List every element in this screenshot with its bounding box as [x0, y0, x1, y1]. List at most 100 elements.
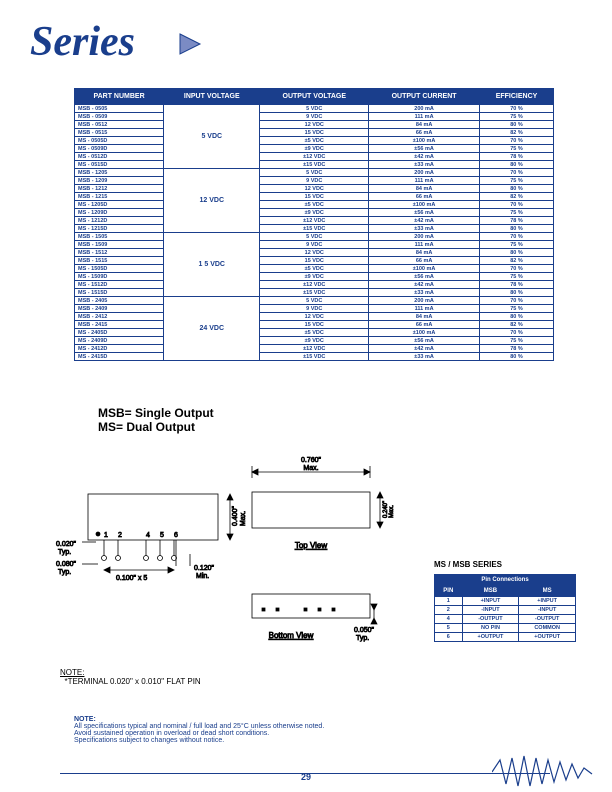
part-number: MS - 1509D: [75, 273, 164, 281]
pin-cell: 6: [435, 633, 463, 642]
table-row: MS - 2412D±12 VDC±42 mA78 %: [75, 345, 554, 353]
cell: 200 mA: [369, 105, 480, 113]
part-number: MS - 1515D: [75, 289, 164, 297]
cell: ±12 VDC: [260, 153, 369, 161]
pin-connections-table: Pin Connections PINMSBMS 1+INPUT+INPUT2-…: [434, 574, 576, 642]
table-row: MS - 2415D±15 VDC±33 mA80 %: [75, 353, 554, 361]
cell: 15 VDC: [260, 257, 369, 265]
table-row: MSB - 121515 VDC66 mA82 %: [75, 193, 554, 201]
cell: ±9 VDC: [260, 145, 369, 153]
table-row: MSB - 151515 VDC66 mA82 %: [75, 257, 554, 265]
pin-cell: NO PIN: [462, 624, 519, 633]
part-number: MS - 2405D: [75, 329, 164, 337]
table-row: MSB - 24099 VDC111 mA75 %: [75, 305, 554, 313]
cell: 75 %: [480, 273, 554, 281]
cell: ±15 VDC: [260, 225, 369, 233]
cell: ±33 mA: [369, 161, 480, 169]
cell: 15 VDC: [260, 321, 369, 329]
note-title: NOTE:: [60, 668, 84, 677]
cell: 80 %: [480, 289, 554, 297]
cell: ±100 mA: [369, 201, 480, 209]
part-number: MS - 1212D: [75, 217, 164, 225]
cell: ±100 mA: [369, 265, 480, 273]
col-header: PART NUMBER: [75, 89, 164, 105]
note2-l2: Avoid sustained operation in overload or…: [74, 730, 324, 737]
part-number: MS - 0505D: [75, 137, 164, 145]
cell: 70 %: [480, 297, 554, 305]
cell: 5 VDC: [260, 297, 369, 305]
cell: 80 %: [480, 161, 554, 169]
cell: 111 mA: [369, 177, 480, 185]
cell: ±33 mA: [369, 225, 480, 233]
pin-cell: 2: [435, 606, 463, 615]
table-row: MSB - 15099 VDC111 mA75 %: [75, 241, 554, 249]
part-number: MS - 1205D: [75, 201, 164, 209]
svg-text:5: 5: [160, 532, 164, 539]
pin-cell: +OUTPUT: [462, 633, 519, 642]
svg-text:Typ.: Typ.: [58, 549, 71, 556]
part-number: MS - 1215D: [75, 225, 164, 233]
pin-cell: +OUTPUT: [519, 633, 576, 642]
pin-cell: -OUTPUT: [462, 615, 519, 624]
cell: ±56 mA: [369, 273, 480, 281]
cell: ±100 mA: [369, 137, 480, 145]
cell: 5 VDC: [260, 105, 369, 113]
part-number: MS - 0515D: [75, 161, 164, 169]
cell: ±12 VDC: [260, 345, 369, 353]
cell: ±5 VDC: [260, 329, 369, 337]
pin-header: Pin Connections: [435, 575, 576, 586]
table-row: MSB - 241212 VDC84 mA80 %: [75, 313, 554, 321]
part-number: MS - 1512D: [75, 281, 164, 289]
cell: ±15 VDC: [260, 289, 369, 297]
mechanical-drawing: 0.760" Max. 1 2 4 5 6 0.400" Max. Top Vi…: [54, 454, 394, 654]
table-row: MSB - 151212 VDC84 mA80 %: [75, 249, 554, 257]
pin-cell: +INPUT: [462, 597, 519, 606]
pin-row: 1+INPUT+INPUT: [435, 597, 576, 606]
cell: 75 %: [480, 113, 554, 121]
pin-cell: -INPUT: [519, 606, 576, 615]
cell: 70 %: [480, 137, 554, 145]
svg-text:Max.: Max.: [303, 465, 318, 472]
part-number: MS - 1209D: [75, 209, 164, 217]
cell: ±56 mA: [369, 337, 480, 345]
pin-row: 4-OUTPUT-OUTPUT: [435, 615, 576, 624]
part-number: MSB - 1215: [75, 193, 164, 201]
part-number: MSB - 2412: [75, 313, 164, 321]
cell: 70 %: [480, 265, 554, 273]
cell: ±5 VDC: [260, 265, 369, 273]
pin-cell: -OUTPUT: [519, 615, 576, 624]
svg-text:0.760": 0.760": [301, 457, 322, 464]
cell: ±42 mA: [369, 281, 480, 289]
col-header: EFFICIENCY: [480, 89, 554, 105]
svg-text:0.120": 0.120": [194, 565, 215, 572]
cell: ±9 VDC: [260, 273, 369, 281]
table-row: MS - 1212D±12 VDC±42 mA78 %: [75, 217, 554, 225]
part-number: MS - 1505D: [75, 265, 164, 273]
table-row: MS - 1512D±12 VDC±42 mA78 %: [75, 281, 554, 289]
cell: 82 %: [480, 257, 554, 265]
table-row: MSB - 15051 5 VDC5 VDC200 mA70 %: [75, 233, 554, 241]
svg-text:Max.: Max.: [389, 505, 394, 518]
table-row: MS - 1209D±9 VDC±56 mA75 %: [75, 209, 554, 217]
cell: ±42 mA: [369, 153, 480, 161]
cell: 82 %: [480, 193, 554, 201]
table-row: MSB - 05055 VDC5 VDC200 mA70 %: [75, 105, 554, 113]
part-number: MSB - 2405: [75, 297, 164, 305]
cell: 75 %: [480, 177, 554, 185]
cell: 70 %: [480, 201, 554, 209]
cell: 70 %: [480, 329, 554, 337]
part-number: MSB - 1509: [75, 241, 164, 249]
note-terminal: NOTE: *TERMINAL 0.020" x 0.010" FLAT PIN: [60, 668, 201, 686]
cell: 9 VDC: [260, 241, 369, 249]
output-legend: MSB= Single Output MS= Dual Output: [98, 406, 214, 434]
table-row: MS - 0509D±9 VDC±56 mA75 %: [75, 145, 554, 153]
cell: ±12 VDC: [260, 217, 369, 225]
part-number: MSB - 1515: [75, 257, 164, 265]
cell: 5 VDC: [260, 169, 369, 177]
part-number: MS - 2412D: [75, 345, 164, 353]
table-row: MS - 1215D±15 VDC±33 mA80 %: [75, 225, 554, 233]
cell: ±15 VDC: [260, 353, 369, 361]
cell: 111 mA: [369, 241, 480, 249]
pin-row: 6+OUTPUT+OUTPUT: [435, 633, 576, 642]
table-row: MS - 2409D±9 VDC±56 mA75 %: [75, 337, 554, 345]
